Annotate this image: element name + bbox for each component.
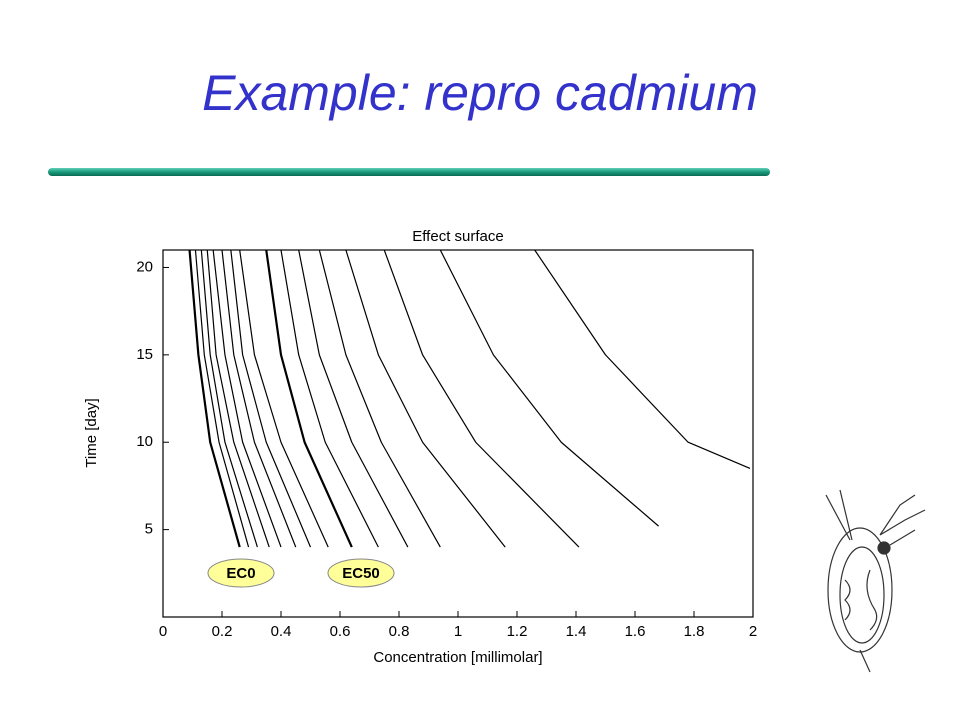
contour-line (194, 249, 250, 548)
contour-line (230, 249, 312, 548)
y-axis-label: Time [day] (83, 398, 100, 467)
x-tick-label: 1 (454, 623, 462, 640)
x-tick-label: 2 (749, 623, 757, 640)
contour-line (383, 249, 580, 548)
x-tick-label: 0.4 (271, 623, 292, 640)
x-tick-label: 1.4 (566, 623, 587, 640)
annotation-badge (327, 558, 395, 588)
contour-line (221, 249, 297, 548)
contour-line (298, 249, 409, 548)
y-tick-label: 15 (136, 346, 153, 363)
contour-line (280, 249, 379, 548)
contour-line (200, 249, 258, 548)
x-tick-label: 0.2 (212, 623, 233, 640)
x-axis-label: Concentration [millimolar] (373, 649, 542, 666)
contour-line (345, 249, 506, 548)
contour-line (439, 249, 659, 527)
x-tick-label: 0 (159, 623, 167, 640)
annotation-label: EC0 (226, 565, 255, 582)
x-tick-label: 1.2 (507, 623, 528, 640)
annotation-badge (207, 558, 275, 588)
annotation-label: EC50 (342, 565, 380, 582)
contour-line (265, 249, 353, 548)
contour-line (212, 249, 282, 548)
x-tick-label: 1.8 (684, 623, 705, 640)
slide-title: Example: repro cadmium (202, 65, 758, 121)
daphnia-illustration (825, 489, 926, 673)
contour-line (534, 249, 751, 470)
contour-line (188, 249, 241, 548)
x-tick-label: 1.6 (625, 623, 646, 640)
y-tick-label: 5 (145, 521, 153, 538)
title-rule (48, 168, 770, 176)
chart-title: Effect surface (412, 228, 503, 245)
y-tick-label: 10 (136, 433, 153, 450)
contour-line (239, 249, 329, 548)
contour-line (318, 249, 441, 548)
x-tick-label: 0.8 (389, 623, 410, 640)
x-tick-label: 0.6 (330, 623, 351, 640)
contour-line (206, 249, 270, 548)
y-tick-label: 20 (136, 258, 153, 275)
